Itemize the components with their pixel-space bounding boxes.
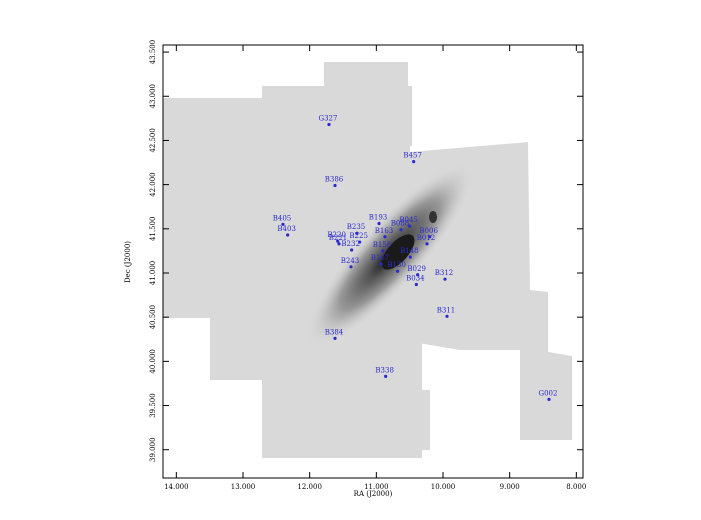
satellite-galaxy bbox=[429, 211, 437, 223]
point-label: B029 bbox=[407, 265, 426, 273]
x-tick-label: 12.000 bbox=[297, 483, 322, 491]
cluster-point bbox=[381, 249, 385, 253]
y-tick-label: 41.000 bbox=[149, 261, 157, 286]
y-tick-label: 41.500 bbox=[149, 217, 157, 242]
cluster-point bbox=[349, 265, 353, 269]
cluster-point bbox=[358, 240, 362, 244]
cluster-point bbox=[408, 224, 412, 228]
cluster-point bbox=[399, 228, 403, 232]
y-tick-label: 40.000 bbox=[149, 349, 157, 374]
cluster-point bbox=[396, 269, 400, 273]
point-label: B130 bbox=[387, 261, 406, 269]
cluster-point bbox=[547, 397, 551, 401]
y-tick-label: 40.500 bbox=[149, 305, 157, 330]
cluster-point bbox=[414, 282, 418, 287]
cluster-point bbox=[412, 160, 416, 164]
point-label: B034 bbox=[406, 274, 425, 282]
cluster-point bbox=[384, 374, 388, 378]
point-label: B221 bbox=[329, 234, 348, 242]
x-axis-label: RA (J2000) bbox=[354, 490, 393, 498]
point-label: G002 bbox=[539, 389, 558, 397]
cluster-point bbox=[281, 222, 285, 226]
cluster-point bbox=[350, 248, 354, 252]
point-label: B311 bbox=[437, 306, 456, 314]
point-label: B220 bbox=[327, 231, 346, 239]
y-tick-label: 42.500 bbox=[149, 128, 157, 153]
x-tick-label: 8.000 bbox=[566, 483, 586, 491]
cluster-point bbox=[337, 242, 341, 246]
point-label: B148 bbox=[400, 247, 419, 255]
y-tick-label: 39.000 bbox=[149, 437, 157, 462]
cluster-point bbox=[425, 242, 429, 246]
cluster-point bbox=[408, 255, 412, 259]
point-label: B006 bbox=[419, 227, 438, 235]
point-label: B235 bbox=[347, 223, 366, 231]
point-label: B088 bbox=[391, 220, 410, 228]
point-label: B225 bbox=[349, 232, 368, 240]
point-label: B158 bbox=[373, 241, 392, 249]
x-tick-label: 13.000 bbox=[231, 483, 256, 491]
point-label: B193 bbox=[369, 214, 388, 222]
y-tick-label: 43.500 bbox=[149, 40, 157, 65]
cluster-point bbox=[377, 221, 381, 226]
point-label: G327 bbox=[319, 115, 338, 123]
point-label: B232 bbox=[341, 240, 360, 248]
cluster-point bbox=[445, 314, 449, 318]
point-label: B312 bbox=[435, 269, 454, 277]
point-label: B045 bbox=[399, 216, 418, 224]
y-tick-label: 43.000 bbox=[149, 84, 157, 109]
point-label: B386 bbox=[325, 176, 344, 184]
cluster-point bbox=[336, 239, 340, 243]
cluster-point bbox=[443, 277, 447, 281]
point-label: B243 bbox=[341, 257, 360, 265]
x-tick-label: 10.000 bbox=[431, 483, 456, 491]
point-label: B163 bbox=[375, 227, 394, 235]
point-label: B167 bbox=[371, 254, 390, 262]
cluster-point bbox=[333, 336, 337, 340]
cluster-point bbox=[383, 235, 387, 239]
point-label: B457 bbox=[403, 152, 422, 160]
point-label: B384 bbox=[325, 328, 344, 336]
y-axis-label: Dec (J2000) bbox=[124, 241, 132, 283]
point-label: B405 bbox=[273, 214, 292, 222]
galaxy-core bbox=[381, 234, 415, 270]
cluster-point bbox=[416, 273, 420, 277]
point-label: B403 bbox=[277, 225, 296, 233]
point-label: B338 bbox=[375, 366, 394, 374]
plot-frame bbox=[162, 44, 584, 479]
cluster-point bbox=[333, 183, 337, 188]
cluster-point bbox=[355, 231, 359, 235]
cluster-point bbox=[327, 122, 331, 127]
x-tick-label: 9.000 bbox=[500, 483, 520, 491]
point-label: B012 bbox=[417, 234, 436, 242]
cluster-point bbox=[286, 233, 290, 237]
x-tick-label: 14.000 bbox=[164, 483, 189, 491]
y-tick-label: 42.000 bbox=[149, 172, 157, 197]
y-tick-label: 39.500 bbox=[149, 393, 157, 418]
cluster-point bbox=[428, 235, 432, 239]
x-tick-label: 11.000 bbox=[364, 483, 389, 491]
cluster-point bbox=[379, 262, 383, 266]
